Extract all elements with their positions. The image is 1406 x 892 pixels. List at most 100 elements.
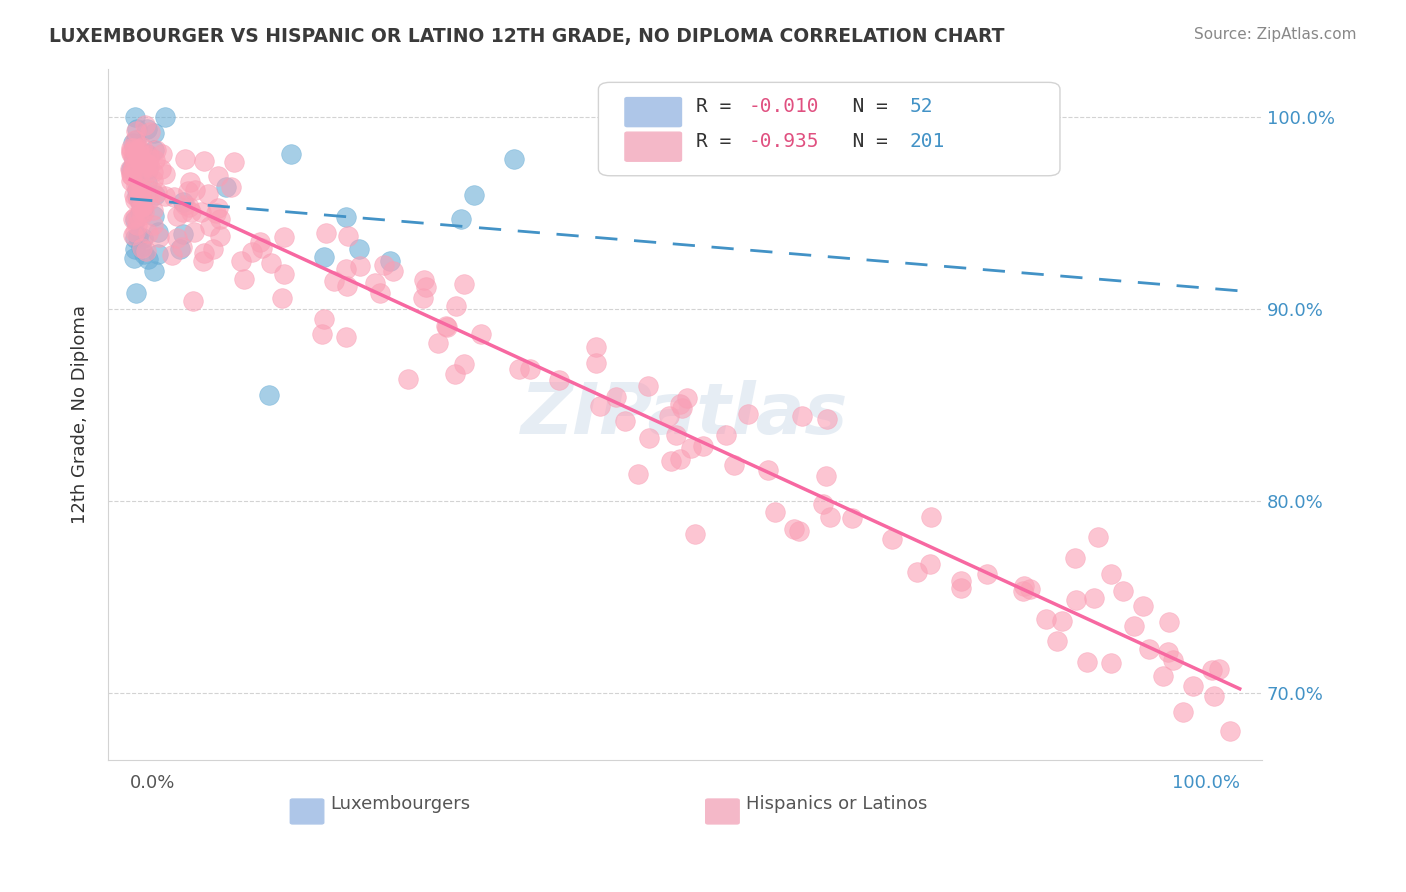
Point	[229, 254, 252, 268]
Point	[122, 141, 145, 155]
Point	[814, 469, 837, 483]
Point	[232, 272, 254, 286]
Point	[659, 453, 682, 467]
Point	[125, 121, 148, 136]
Point	[179, 175, 201, 189]
Point	[1018, 582, 1040, 596]
Point	[131, 153, 153, 167]
Point	[124, 124, 146, 138]
Point	[453, 277, 475, 292]
Point	[585, 356, 607, 370]
Point	[136, 176, 159, 190]
Point	[260, 256, 283, 270]
Point	[129, 175, 152, 189]
Point	[335, 210, 357, 224]
Point	[134, 118, 156, 132]
Point	[657, 409, 679, 423]
Point	[122, 188, 145, 202]
Point	[125, 189, 148, 203]
Point	[1087, 530, 1109, 544]
Point	[207, 202, 229, 216]
Point	[605, 390, 627, 404]
Point	[181, 293, 204, 308]
Point	[434, 319, 457, 334]
Point	[950, 574, 973, 588]
Point	[142, 210, 165, 224]
Point	[124, 110, 146, 124]
Text: -0.010: -0.010	[748, 97, 818, 116]
Point	[676, 391, 699, 405]
Text: 100.0%: 100.0%	[1171, 773, 1240, 792]
Point	[121, 169, 143, 183]
Point	[426, 336, 449, 351]
Point	[127, 142, 149, 156]
Point	[1099, 566, 1122, 581]
Point	[131, 165, 153, 179]
Point	[143, 143, 166, 157]
Point	[209, 228, 232, 243]
Point	[335, 261, 357, 276]
Point	[125, 285, 148, 300]
Point	[905, 565, 928, 579]
Point	[1076, 655, 1098, 669]
Point	[141, 184, 163, 198]
Text: N =: N =	[830, 132, 900, 151]
Point	[120, 173, 142, 187]
Text: ZIPatlas: ZIPatlas	[522, 380, 849, 449]
Point	[193, 154, 215, 169]
Point	[136, 151, 159, 165]
Point	[129, 189, 152, 203]
Point	[1099, 657, 1122, 671]
Point	[364, 276, 387, 290]
Point	[177, 184, 200, 198]
Point	[453, 357, 475, 371]
Point	[1157, 645, 1180, 659]
Point	[201, 242, 224, 256]
Point	[198, 219, 221, 234]
Point	[127, 209, 149, 223]
Point	[136, 161, 159, 175]
Point	[120, 144, 142, 158]
Point	[637, 379, 659, 393]
Point	[127, 228, 149, 243]
Point	[665, 428, 688, 442]
Point	[124, 243, 146, 257]
Point	[450, 212, 472, 227]
Point	[124, 231, 146, 245]
Point	[128, 142, 150, 156]
Point	[637, 430, 659, 444]
FancyBboxPatch shape	[706, 799, 740, 824]
Point	[1157, 615, 1180, 629]
Point	[412, 273, 434, 287]
Point	[976, 566, 998, 581]
Point	[1083, 591, 1105, 605]
Point	[138, 147, 160, 161]
Point	[127, 229, 149, 244]
Point	[132, 231, 155, 245]
Point	[132, 204, 155, 219]
Point	[436, 320, 458, 334]
Point	[121, 212, 143, 227]
Point	[314, 311, 336, 326]
Point	[135, 155, 157, 169]
Point	[146, 185, 169, 199]
FancyBboxPatch shape	[624, 132, 682, 161]
Point	[127, 145, 149, 159]
Point	[121, 228, 143, 243]
Point	[142, 173, 165, 187]
Point	[183, 225, 205, 239]
Point	[127, 183, 149, 197]
Point	[141, 203, 163, 218]
Point	[132, 202, 155, 216]
Point	[121, 136, 143, 150]
Point	[132, 198, 155, 212]
Point	[191, 253, 214, 268]
Point	[1182, 680, 1205, 694]
Point	[347, 242, 370, 256]
Point	[257, 388, 280, 402]
Point	[370, 286, 392, 301]
Point	[120, 168, 142, 182]
Point	[1012, 579, 1035, 593]
Point	[172, 205, 194, 219]
Point	[692, 440, 714, 454]
